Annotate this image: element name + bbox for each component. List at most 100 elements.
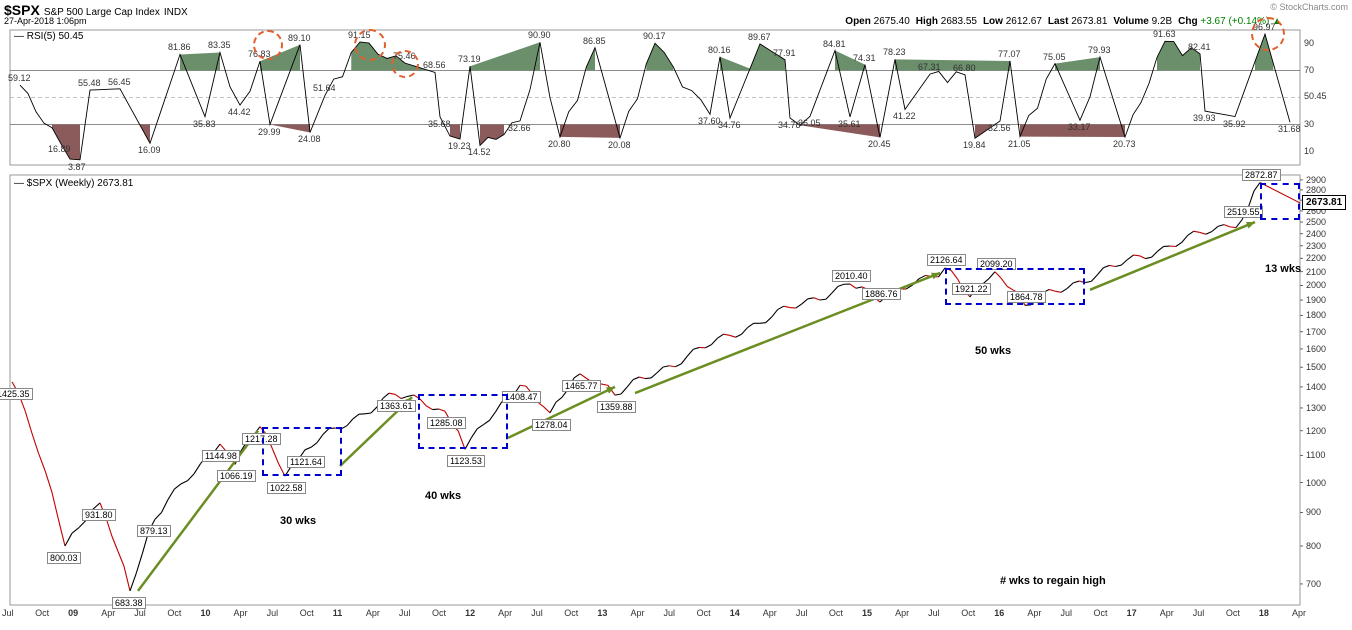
price-ytick: 1900 xyxy=(1306,295,1326,305)
rsi-value-label: 89.67 xyxy=(748,32,771,42)
rsi-value-label: 84.81 xyxy=(823,39,846,49)
rsi-value-label: 59.12 xyxy=(8,73,31,83)
price-label: 1144.98 xyxy=(202,450,240,462)
rsi-value-label: 90.17 xyxy=(643,31,666,41)
xaxis-label: 15 xyxy=(862,608,872,618)
price-label: 800.03 xyxy=(47,552,81,564)
xaxis-label: Apr xyxy=(1160,608,1174,618)
price-label: 879.13 xyxy=(137,525,171,537)
price-ytick: 1200 xyxy=(1306,426,1326,436)
price-chart xyxy=(0,0,1352,610)
price-ytick: 700 xyxy=(1306,579,1321,589)
price-ytick: 2500 xyxy=(1306,217,1326,227)
xaxis-label: Apr xyxy=(763,608,777,618)
rsi-value-label: 80.16 xyxy=(708,45,731,55)
xaxis-label: Oct xyxy=(1094,608,1108,618)
price-label: 2519.55 xyxy=(1224,206,1263,218)
price-label: 2126.64 xyxy=(927,254,966,266)
annotation-text: 30 wks xyxy=(280,515,316,527)
xaxis-label: Jul xyxy=(1060,608,1072,618)
price-ytick: 800 xyxy=(1306,541,1321,551)
xaxis-label: Oct xyxy=(167,608,181,618)
xaxis-label: Jul xyxy=(664,608,676,618)
price-label: 1066.19 xyxy=(217,470,256,482)
xaxis-label: Oct xyxy=(432,608,446,618)
rsi-value-label: 3.87 xyxy=(68,162,86,172)
rsi-ytick: 90 xyxy=(1304,38,1314,48)
xaxis-label: Oct xyxy=(829,608,843,618)
last-price-marker: 2673.81 xyxy=(1302,195,1346,210)
price-ytick: 2100 xyxy=(1306,267,1326,277)
rsi-highlight-circle xyxy=(1251,17,1285,51)
rsi-value-label: 33.17 xyxy=(1068,122,1091,132)
price-ytick: 1700 xyxy=(1306,327,1326,337)
price-ytick: 1500 xyxy=(1306,362,1326,372)
rsi-value-label: 35.61 xyxy=(838,119,861,129)
rsi-value-label: 20.45 xyxy=(868,139,891,149)
consolidation-box xyxy=(945,268,1085,305)
price-ytick: 1400 xyxy=(1306,382,1326,392)
rsi-value-label: 55.48 xyxy=(78,78,101,88)
rsi-value-label: 21.05 xyxy=(1008,139,1031,149)
rsi-value-label: 90.90 xyxy=(528,30,551,40)
xaxis-label: Apr xyxy=(234,608,248,618)
annotation-text: 40 wks xyxy=(425,490,461,502)
xaxis-label: 11 xyxy=(333,608,343,618)
rsi-value-label: 20.73 xyxy=(1113,139,1136,149)
price-ytick: 2900 xyxy=(1306,175,1326,185)
rsi-value-label: 20.80 xyxy=(548,139,571,149)
price-label: 2010.40 xyxy=(832,270,871,282)
rsi-value-label: 19.84 xyxy=(963,140,986,150)
price-panel-label: — $SPX (Weekly) 2673.81 xyxy=(14,178,133,189)
rsi-value-label: 41.22 xyxy=(893,111,916,121)
xaxis-label: Jul xyxy=(2,608,14,618)
price-ytick: 2400 xyxy=(1306,229,1326,239)
xaxis-label: Apr xyxy=(101,608,115,618)
consolidation-box xyxy=(262,427,342,476)
price-label: 1278.04 xyxy=(532,419,571,431)
rsi-value-label: 73.19 xyxy=(458,54,481,64)
rsi-value-label: 77.91 xyxy=(773,48,796,58)
rsi-value-label: 56.45 xyxy=(108,77,131,87)
xaxis-label: Jul xyxy=(134,608,146,618)
rsi-value-label: 32.66 xyxy=(508,123,531,133)
price-label: 1123.53 xyxy=(447,455,485,467)
price-label: 931.80 xyxy=(82,509,116,521)
xaxis-label: Jul xyxy=(531,608,543,618)
rsi-value-label: 77.07 xyxy=(998,49,1021,59)
xaxis-label: Apr xyxy=(366,608,380,618)
rsi-ytick: 50.45 xyxy=(1304,91,1327,101)
rsi-value-label: 16.09 xyxy=(138,145,161,155)
xaxis-label: Oct xyxy=(300,608,314,618)
xaxis-label: 12 xyxy=(465,608,475,618)
rsi-value-label: 75.05 xyxy=(1043,52,1066,62)
rsi-value-label: 39.93 xyxy=(1193,113,1216,123)
rsi-value-label: 20.08 xyxy=(608,140,631,150)
price-label: 1425.35 xyxy=(0,388,33,400)
rsi-value-label: 35.92 xyxy=(1223,119,1246,129)
rsi-value-label: 51.64 xyxy=(313,83,336,93)
annotation-text: # wks to regain high xyxy=(1000,575,1106,587)
rsi-value-label: 32.56 xyxy=(988,123,1011,133)
xaxis-label: Apr xyxy=(1027,608,1041,618)
xaxis-label: 10 xyxy=(200,608,210,618)
xaxis-label: Apr xyxy=(1292,608,1306,618)
price-ytick: 1600 xyxy=(1306,344,1326,354)
xaxis-label: Jul xyxy=(1193,608,1205,618)
rsi-ytick: 10 xyxy=(1304,146,1314,156)
xaxis-label: Apr xyxy=(630,608,644,618)
price-ytick: 1300 xyxy=(1306,403,1326,413)
rsi-value-label: 79.93 xyxy=(1088,45,1111,55)
rsi-value-label: 44.42 xyxy=(228,107,251,117)
xaxis-label: Apr xyxy=(895,608,909,618)
price-ytick: 900 xyxy=(1306,507,1321,517)
price-label: 1022.58 xyxy=(267,482,306,494)
xaxis-label: Oct xyxy=(961,608,975,618)
price-label: 1363.61 xyxy=(377,400,416,412)
rsi-value-label: 24.08 xyxy=(298,134,321,144)
rsi-value-label: 78.23 xyxy=(883,47,906,57)
consolidation-box xyxy=(418,394,508,449)
rsi-highlight-circle xyxy=(253,30,283,60)
xaxis-label: 13 xyxy=(597,608,607,618)
rsi-value-label: 31.68 xyxy=(1278,124,1301,134)
